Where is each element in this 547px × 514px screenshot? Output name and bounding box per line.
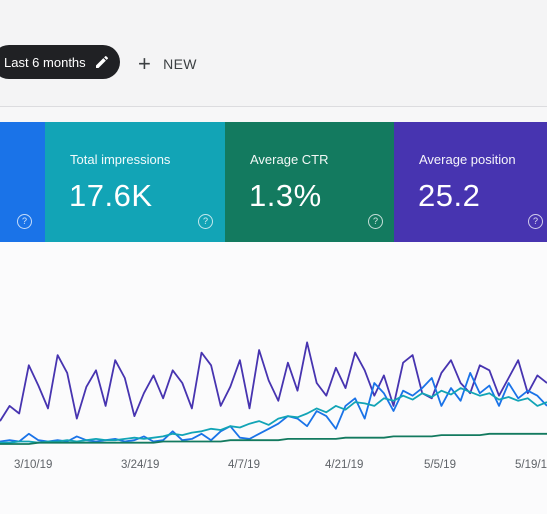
filter-toolbar: Last 6 months + NEW xyxy=(0,0,547,107)
x-tick-label: 4/7/19 xyxy=(228,459,260,471)
help-circle-icon[interactable]: ? xyxy=(368,214,383,229)
new-filter-button[interactable]: + NEW xyxy=(138,52,197,76)
series-line-2 xyxy=(0,387,547,444)
help-circle-icon[interactable]: ? xyxy=(528,214,543,229)
date-range-chip[interactable]: Last 6 months xyxy=(0,45,120,79)
date-range-label: Last 6 months xyxy=(4,54,86,70)
metric-card-impressions[interactable]: Total impressions 17.6K ? xyxy=(45,122,225,242)
plus-icon: + xyxy=(138,51,152,76)
metric-card-value: 25.2 xyxy=(418,178,481,213)
help-circle-icon[interactable]: ? xyxy=(198,214,213,229)
performance-line-chart: 3/10/19 3/24/19 4/7/19 4/21/19 5/5/19 5/19/1 xyxy=(0,341,547,471)
x-tick-label: 4/21/19 xyxy=(325,459,363,471)
new-filter-label: NEW xyxy=(163,56,197,72)
help-circle-icon[interactable]: ? xyxy=(17,214,32,229)
metric-cards: ? Total impressions 17.6K ? Average CTR … xyxy=(0,122,547,242)
series-line-1 xyxy=(0,371,547,443)
metric-card-ctr[interactable]: Average CTR 1.3% ? xyxy=(225,122,394,242)
metric-card-value: 1.3% xyxy=(249,178,322,213)
metric-card-clicks[interactable]: ? xyxy=(0,122,45,242)
series-line-0 xyxy=(0,341,547,422)
metric-card-value: 17.6K xyxy=(69,178,153,213)
metric-card-title: Average position xyxy=(419,152,516,167)
metric-card-title: Average CTR xyxy=(250,152,329,167)
metric-card-title: Total impressions xyxy=(70,152,171,167)
x-tick-label: 5/19/1 xyxy=(515,459,547,471)
x-tick-label: 3/10/19 xyxy=(14,459,52,471)
performance-chart: 3/10/19 3/24/19 4/7/19 4/21/19 5/5/19 5/19/1 xyxy=(0,242,547,514)
metric-card-position[interactable]: Average position 25.2 ? xyxy=(394,122,547,242)
pencil-icon xyxy=(96,55,109,68)
series-line-3 xyxy=(0,432,547,445)
x-tick-label: 5/5/19 xyxy=(424,459,456,471)
x-tick-label: 3/24/19 xyxy=(121,459,159,471)
